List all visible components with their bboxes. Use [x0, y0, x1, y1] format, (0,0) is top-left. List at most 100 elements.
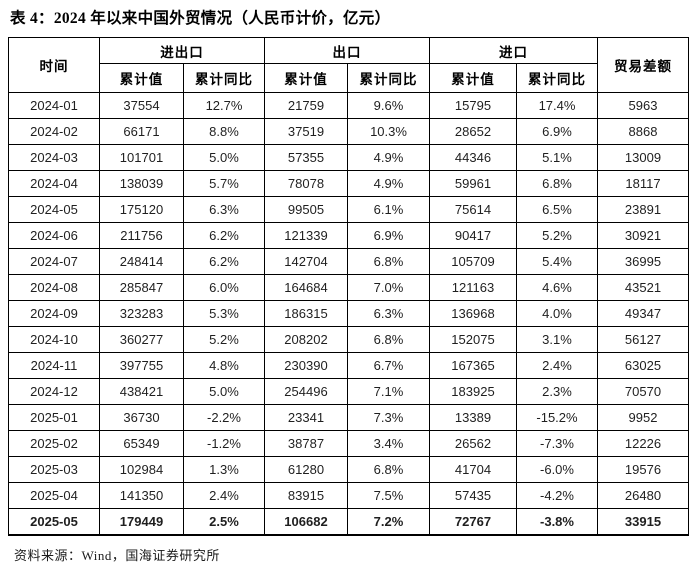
value-cell: 99505 [264, 196, 348, 223]
value-cell: 136968 [429, 300, 517, 327]
value-cell: 6.0% [183, 274, 265, 301]
value-cell: 7.5% [347, 482, 430, 509]
table-title: 表 4：2024 年以来中国外贸情况（人民币计价，亿元） [10, 10, 391, 27]
value-cell: 56127 [597, 326, 689, 353]
value-cell: 23891 [597, 196, 689, 223]
value-cell: 4.6% [516, 274, 598, 301]
value-cell: 397755 [99, 352, 184, 379]
time-cell: 2024-12 [8, 378, 100, 405]
table-row: 2024-02 66171 8.8% 37519 10.3% 28652 6.9% 8868 [8, 118, 689, 145]
value-cell: 75614 [429, 196, 517, 223]
table-row: 2024-06 211756 6.2% 121339 6.9% 90417 5.2% 3092… [8, 222, 689, 249]
value-cell: 186315 [264, 300, 348, 327]
value-cell: 90417 [429, 222, 517, 249]
value-cell: 5963 [597, 92, 689, 119]
time-cell: 2024-09 [8, 300, 100, 327]
time-cell: 2025-02 [8, 430, 100, 457]
value-cell: 13389 [429, 404, 517, 431]
value-cell: 323283 [99, 300, 184, 327]
value-cell: 6.3% [347, 300, 430, 327]
time-cell: 2025-01 [8, 404, 100, 431]
table-row: 2025-05 179449 2.5% 106682 7.2% 72767 -3.8% 339… [8, 508, 689, 536]
value-cell: 6.8% [347, 248, 430, 275]
value-cell: 254496 [264, 378, 348, 405]
value-cell: 59961 [429, 170, 517, 197]
value-cell: 78078 [264, 170, 348, 197]
value-cell: 2.4% [516, 352, 598, 379]
time-cell: 2024-06 [8, 222, 100, 249]
value-cell: 30921 [597, 222, 689, 249]
value-cell: -7.3% [516, 430, 598, 457]
value-cell: 43521 [597, 274, 689, 301]
value-cell: -15.2% [516, 404, 598, 431]
value-cell: 6.8% [516, 170, 598, 197]
value-cell: 6.3% [183, 196, 265, 223]
value-cell: 6.9% [516, 118, 598, 145]
value-cell: 4.8% [183, 352, 265, 379]
value-cell: 1.3% [183, 456, 265, 483]
time-cell: 2024-10 [8, 326, 100, 353]
value-cell: 105709 [429, 248, 517, 275]
trade-data-table: 时间 进出口 出口 进口 贸易差额 累计值 累计同比 累计值 累计同比 累计值 … [8, 37, 689, 536]
table-row: 2024-10 360277 5.2% 208202 6.8% 152075 3.1% 561… [8, 326, 689, 353]
value-cell: 106682 [264, 508, 348, 536]
value-cell: 5.2% [516, 222, 598, 249]
value-cell: 7.3% [347, 404, 430, 431]
value-cell: 6.2% [183, 248, 265, 275]
value-cell: 7.2% [347, 508, 430, 536]
value-cell: 66171 [99, 118, 184, 145]
value-cell: 6.7% [347, 352, 430, 379]
time-cell: 2024-02 [8, 118, 100, 145]
table-row: 2024-01 37554 12.7% 21759 9.6% 15795 17.4% 5963 [8, 92, 689, 119]
value-cell: 179449 [99, 508, 184, 536]
table-row: 2025-03 102984 1.3% 61280 6.8% 41704 -6.0% 1957… [8, 456, 689, 483]
value-cell: 102984 [99, 456, 184, 483]
value-cell: 142704 [264, 248, 348, 275]
value-cell: -3.8% [516, 508, 598, 536]
value-cell: 5.4% [516, 248, 598, 275]
value-cell: 6.2% [183, 222, 265, 249]
value-cell: 18117 [597, 170, 689, 197]
table-row: 2024-03 101701 5.0% 57355 4.9% 44346 5.1% 13009 [8, 144, 689, 171]
value-cell: 13009 [597, 144, 689, 171]
value-cell: 6.8% [347, 326, 430, 353]
table-row: 2025-02 65349 -1.2% 38787 3.4% 26562 -7.3% 1222… [8, 430, 689, 457]
table-row: 2024-12 438421 5.0% 254496 7.1% 183925 2.3% 705… [8, 378, 689, 405]
value-cell: 141350 [99, 482, 184, 509]
time-cell: 2024-04 [8, 170, 100, 197]
table-row: 2024-07 248414 6.2% 142704 6.8% 105709 5.4% 369… [8, 248, 689, 275]
time-cell: 2024-01 [8, 92, 100, 119]
subheader-import-export-cumulative-yoy: 累计同比 [183, 63, 265, 93]
header-sub-row: 累计值 累计同比 累计值 累计同比 累计值 累计同比 [9, 63, 689, 93]
value-cell: 7.0% [347, 274, 430, 301]
header-group-row: 时间 进出口 出口 进口 贸易差额 [8, 37, 689, 93]
value-cell: 3.1% [516, 326, 598, 353]
value-cell: 6.1% [347, 196, 430, 223]
value-cell: 4.0% [516, 300, 598, 327]
time-cell: 2024-05 [8, 196, 100, 223]
value-cell: 10.3% [347, 118, 430, 145]
col-group-import-export: 进出口 [99, 37, 265, 64]
value-cell: 72767 [429, 508, 517, 536]
value-cell: 37554 [99, 92, 184, 119]
value-cell: 15795 [429, 92, 517, 119]
value-cell: -6.0% [516, 456, 598, 483]
time-cell: 2025-03 [8, 456, 100, 483]
value-cell: 3.4% [347, 430, 430, 457]
value-cell: 2.4% [183, 482, 265, 509]
value-cell: 5.0% [183, 378, 265, 405]
time-cell: 2024-03 [8, 144, 100, 171]
value-cell: 36995 [597, 248, 689, 275]
source-note: 资料来源：Wind，国海证券研究所 [14, 548, 220, 563]
value-cell: 8.8% [183, 118, 265, 145]
value-cell: 28652 [429, 118, 517, 145]
value-cell: 36730 [99, 404, 184, 431]
value-cell: 41704 [429, 456, 517, 483]
value-cell: 44346 [429, 144, 517, 171]
col-header-time: 时间 [8, 37, 100, 93]
value-cell: 164684 [264, 274, 348, 301]
subheader-export-cumulative-value: 累计值 [264, 63, 348, 93]
value-cell: 37519 [264, 118, 348, 145]
subheader-import-export-cumulative-value: 累计值 [99, 63, 184, 93]
time-cell: 2024-08 [8, 274, 100, 301]
